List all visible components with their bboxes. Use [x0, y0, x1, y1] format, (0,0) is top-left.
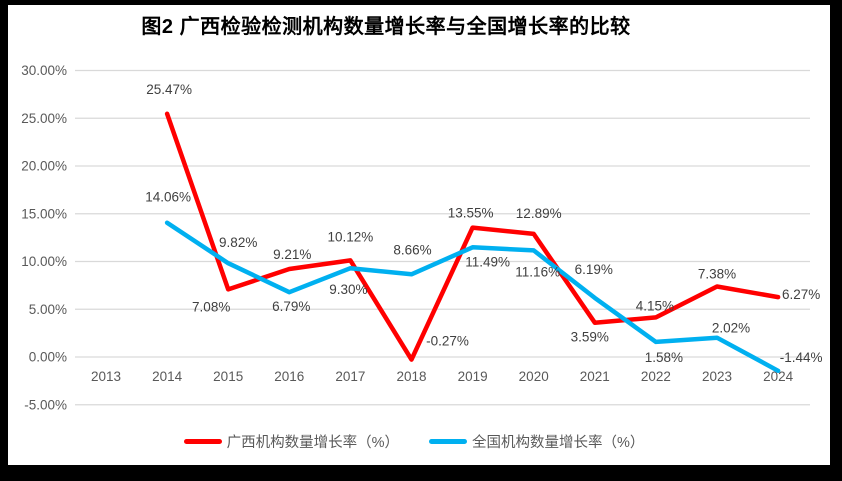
y-axis-tick-label: 25.00%: [21, 111, 67, 126]
figure-frame: 图2 广西检验检测机构数量增长率与全国增长率的比较 30.00% 25.00% 20…: [8, 5, 830, 465]
data-label-series-0: 6.27%: [782, 287, 820, 302]
x-axis-tick-label: 2017: [335, 369, 365, 384]
y-axis-tick-label: 0.00%: [29, 350, 67, 365]
data-label-series-0: 12.89%: [516, 206, 562, 221]
data-label-series-0: 9.21%: [273, 247, 311, 262]
data-label-series-1: 11.16%: [515, 264, 560, 279]
x-axis-tick-label: 2019: [458, 369, 488, 384]
data-label-series-0: 4.15%: [636, 298, 674, 313]
series-line-0: [164, 111, 781, 362]
legend-item-national: 全国机构数量增长率（%）: [429, 431, 644, 452]
data-label-series-1: 8.66%: [393, 242, 431, 257]
y-axis-tick-label: 5.00%: [29, 302, 67, 317]
data-label-series-1: 14.06%: [145, 190, 191, 205]
data-label-series-0: 3.59%: [571, 330, 609, 345]
x-axis-tick-label: 2020: [519, 369, 549, 384]
data-label-series-1: -1.44%: [780, 350, 823, 365]
x-axis-tick-label: 2018: [396, 369, 426, 384]
x-axis-tick-label: 2013: [91, 369, 121, 384]
data-label-series-1: 9.30%: [329, 282, 367, 297]
legend-label-national: 全国机构数量增长率（%）: [472, 435, 645, 451]
x-axis-tick-label: 2023: [702, 369, 732, 384]
data-label-series-0: 7.38%: [698, 267, 736, 282]
data-label-series-1: 2.02%: [712, 321, 750, 336]
chart-svg: 30.00% 25.00% 20.00% 15.00% 10.00% 5.00% 0.00%…: [21, 63, 823, 412]
y-axis-tick-label: 30.00%: [21, 63, 67, 78]
data-label-series-0: 10.12%: [328, 229, 374, 244]
y-axis-tick-label: 15.00%: [21, 206, 67, 221]
data-label-series-0: -0.27%: [426, 334, 469, 349]
guangxi-line-swatch-icon: [183, 439, 222, 444]
data-label-series-1: 6.19%: [575, 262, 613, 277]
data-label-series-0: 25.47%: [146, 82, 192, 97]
x-axis-tick-label: 2024: [763, 369, 794, 384]
y-axis-tick-label: 20.00%: [21, 159, 67, 174]
data-label-series-1: 11.49%: [465, 254, 510, 269]
x-axis-tick-label: 2022: [641, 369, 671, 384]
data-label-series-0: 13.55%: [448, 206, 494, 221]
legend-item-guangxi: 广西机构数量增长率（%）: [183, 431, 399, 452]
x-axis-tick-label: 2016: [274, 369, 304, 384]
y-axis-tick-label: 10.00%: [21, 254, 67, 269]
data-label-series-1: 9.82%: [219, 235, 257, 250]
data-label-series-0: 7.08%: [192, 299, 230, 314]
x-axis-tick-label: 2015: [213, 369, 243, 384]
x-axis-tick-label: 2014: [152, 369, 183, 384]
legend: 广西机构数量增长率（%） 全国机构数量增长率（%）: [8, 431, 820, 452]
y-axis-tick-label: -5.00%: [24, 397, 67, 412]
series-line-1: [164, 220, 781, 374]
data-label-series-1: 6.79%: [272, 299, 310, 314]
x-axis-tick-label: 2021: [580, 369, 610, 384]
data-label-series-1: 1.58%: [645, 350, 683, 365]
chart-title: 图2 广西检验检测机构数量增长率与全国增长率的比较: [141, 16, 631, 38]
legend-label-guangxi: 广西机构数量增长率（%）: [226, 435, 399, 451]
national-line-swatch-icon: [429, 439, 467, 444]
